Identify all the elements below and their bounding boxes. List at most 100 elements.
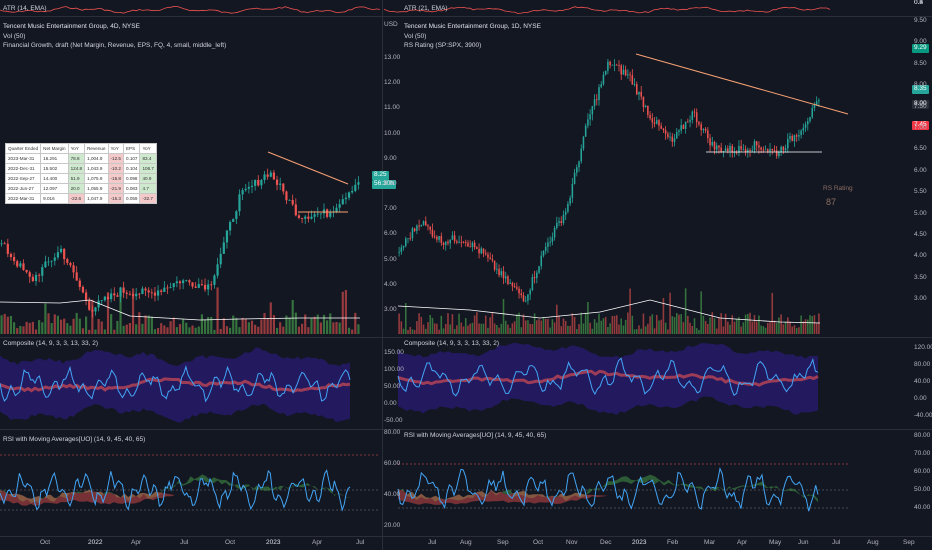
mid-composite-axis-label: 0.00 — [384, 400, 397, 407]
right-volume-bar — [647, 323, 649, 334]
left-composite-line — [0, 365, 351, 403]
left-candle — [316, 213, 319, 215]
right-candle — [644, 106, 647, 108]
right-volume-bar — [420, 316, 423, 334]
right-candle — [420, 224, 423, 227]
table-cell: 1,004.9 — [84, 153, 109, 164]
right-volume-bar — [602, 318, 605, 334]
left-candle — [304, 216, 307, 219]
right-volume-bar — [629, 288, 631, 334]
left-candle — [94, 307, 97, 312]
right-candle — [447, 241, 449, 244]
right-price-axis-label: 5.00 — [914, 209, 927, 217]
right-volume-bar — [398, 313, 400, 334]
left-candle — [63, 248, 66, 260]
right-rs-label: RS Rating (SP:SPX, 3900) — [404, 42, 482, 49]
right-volume-bar — [411, 329, 414, 334]
right-volume-bar — [549, 327, 551, 334]
left-candle — [210, 284, 213, 286]
right-candle — [409, 238, 411, 240]
right-volume-bar — [671, 316, 674, 334]
right-candle — [727, 148, 729, 151]
left-volume-bar — [47, 313, 50, 334]
right-date-tick: Oct — [533, 539, 544, 546]
right-candle — [487, 254, 489, 258]
right-candle — [711, 141, 714, 146]
table-header: EPS — [122, 143, 141, 154]
left-candle — [88, 300, 91, 310]
left-volume-bar — [194, 327, 197, 334]
left-candle — [254, 179, 257, 186]
right-volume-bar — [560, 326, 563, 334]
left-volume-bar — [213, 329, 216, 334]
right-volume-bar — [793, 325, 796, 334]
left-candle — [260, 179, 263, 186]
left-volume-bar — [125, 324, 128, 334]
right-date-tick: Sep — [497, 539, 509, 546]
right-volume-bar — [635, 329, 638, 334]
right-volume-bar — [644, 326, 647, 334]
right-candle — [427, 225, 429, 227]
left-date-tick: Apr — [131, 539, 142, 546]
right-candle — [751, 150, 754, 151]
left-candle — [44, 261, 47, 268]
right-volume-bar — [631, 315, 634, 334]
left-candle — [97, 300, 100, 308]
right-volume-bar — [404, 303, 407, 334]
left-volume-bar — [156, 327, 160, 334]
table-cell: 0.083 — [122, 183, 141, 194]
left-date-tick: Oct — [40, 539, 51, 546]
right-volume-bar — [489, 317, 491, 334]
right-candle — [760, 147, 762, 150]
left-title[interactable]: Tencent Music Entertainment Group, 4D, N… — [3, 23, 140, 30]
right-candle — [489, 257, 491, 260]
right-volume-bar — [818, 313, 820, 334]
right-date-tick: May — [769, 539, 782, 546]
table-cell: 2022-Jun-27 — [4, 183, 42, 194]
right-candle — [673, 138, 676, 142]
right-atr-axis-label: 0.6 — [914, 0, 924, 6]
left-candle — [69, 262, 72, 266]
right-candle — [671, 136, 674, 142]
right-volume-bar — [562, 318, 565, 334]
left-volume-bar — [235, 317, 238, 334]
right-volume-bar — [615, 315, 618, 334]
currency-label: USD — [384, 21, 398, 28]
right-title[interactable]: Tencent Music Entertainment Group, 1D, N… — [404, 23, 541, 30]
right-volume-bar — [747, 313, 749, 334]
left-volume-bar — [66, 323, 69, 334]
left-candle — [66, 259, 69, 263]
right-candle — [618, 65, 620, 67]
right-vol-label: Vol (50) — [404, 33, 427, 40]
right-candle — [500, 271, 503, 276]
right-candle — [562, 214, 565, 223]
right-volume-bar — [542, 316, 545, 334]
left-volume-bar — [326, 320, 329, 334]
right-volume-bar — [469, 323, 471, 334]
right-candle — [624, 69, 627, 76]
right-volume-bar — [598, 313, 600, 334]
right-price-tag-1: 9.29 — [912, 44, 929, 53]
right-candle — [795, 135, 798, 137]
right-candle — [536, 272, 538, 279]
right-candle — [498, 268, 500, 276]
table-cell: 1,043.9 — [84, 163, 109, 174]
right-volume-bar — [424, 328, 427, 334]
right-candle — [615, 64, 618, 66]
left-vol-label: Vol (50) — [3, 33, 26, 40]
left-candle — [279, 183, 282, 185]
left-volume-bar — [332, 322, 335, 334]
right-volume-bar — [678, 314, 680, 334]
left-volume-bar — [9, 315, 13, 334]
right-volume-bar — [558, 315, 560, 334]
right-candle — [524, 300, 527, 302]
right-volume-bar — [729, 324, 731, 334]
left-candle — [272, 172, 276, 180]
right-volume-bar — [604, 316, 607, 334]
right-candle — [424, 221, 427, 226]
left-volume-bar — [56, 315, 60, 334]
left-volume-bar — [144, 315, 147, 334]
right-candle — [604, 70, 607, 75]
right-candle — [724, 148, 727, 151]
right-price-axis-label: 9.00 — [914, 38, 927, 46]
